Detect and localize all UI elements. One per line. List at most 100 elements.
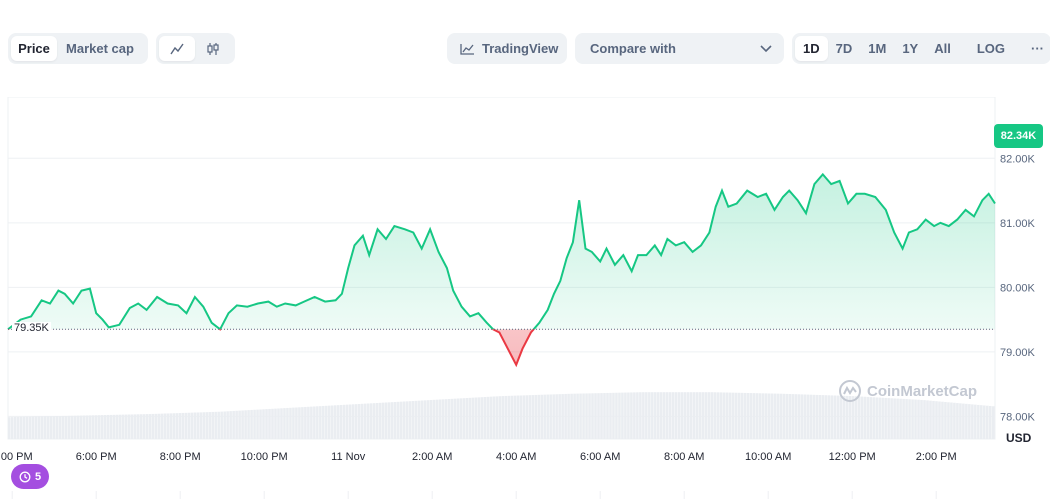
compare-with-dropdown[interactable]: Compare with — [575, 33, 784, 64]
volume-bar — [238, 410, 241, 439]
volume-bar — [812, 394, 816, 439]
volume-bar — [866, 396, 869, 439]
y-tick-label: 80.00K — [1000, 282, 1036, 294]
range-1m[interactable]: 1M — [868, 41, 887, 56]
volume-bar — [163, 413, 167, 439]
volume-bar — [268, 408, 271, 439]
volume-bar — [408, 401, 412, 439]
volume-bar — [722, 392, 726, 439]
tradingview-button[interactable]: TradingView — [447, 33, 567, 64]
volume-bar — [908, 399, 911, 439]
open-price-label: 79.35K — [12, 322, 51, 335]
volume-bar — [375, 402, 379, 439]
volume-bar — [295, 407, 298, 439]
volume-bar — [55, 416, 59, 439]
volume-bar — [124, 414, 128, 439]
volume-bar — [372, 403, 376, 439]
volume-bar — [337, 405, 340, 439]
range-1d[interactable]: 1D — [795, 36, 828, 61]
volume-bar — [396, 401, 400, 439]
volume-bar — [758, 393, 762, 439]
volume-bar — [668, 392, 672, 439]
volume-bar — [674, 392, 678, 439]
volume-bar — [543, 394, 546, 439]
volume-bar — [205, 412, 208, 439]
volume-bar — [986, 405, 989, 439]
compare-with-label: Compare with — [590, 41, 676, 56]
volume-bar — [277, 408, 280, 439]
volume-bar — [384, 402, 388, 439]
volume-bar — [91, 415, 95, 439]
candlestick-button[interactable] — [195, 36, 231, 61]
volume-bar — [609, 392, 612, 439]
volume-bar — [22, 416, 26, 439]
x-tick-label: 10:00 AM — [745, 451, 791, 463]
volume-bar — [872, 397, 875, 439]
range-all[interactable]: All — [934, 41, 951, 56]
volume-bar — [875, 397, 878, 439]
volume-bar — [420, 400, 424, 439]
volume-bar — [842, 395, 846, 439]
volume-bar — [301, 407, 304, 439]
volume-bar — [142, 414, 146, 439]
volume-bar — [552, 394, 555, 439]
volume-bar — [289, 407, 292, 439]
volume-bar — [426, 400, 430, 439]
volume-bar — [363, 403, 367, 439]
volume-bar — [833, 395, 837, 439]
volume-bar — [884, 397, 887, 439]
volume-bar — [600, 393, 603, 439]
volume-bar — [791, 394, 795, 439]
volume-bar — [935, 401, 938, 439]
volume-bar — [468, 397, 472, 439]
volume-bar — [863, 396, 866, 439]
line-chart-button[interactable] — [159, 36, 195, 61]
volume-bars — [8, 392, 995, 439]
volume-bar — [130, 414, 134, 439]
more-options-button[interactable]: ··· — [1031, 41, 1045, 56]
volume-bar — [313, 406, 316, 439]
volume-bar — [369, 403, 373, 439]
volume-bar — [453, 398, 457, 439]
volume-bar — [657, 392, 660, 439]
range-7d[interactable]: 7D — [835, 41, 853, 56]
range-1y[interactable]: 1Y — [902, 41, 919, 56]
volume-bar — [782, 393, 786, 439]
volume-bar — [145, 414, 149, 439]
volume-bar — [725, 392, 729, 439]
volume-bar — [274, 408, 277, 439]
volume-bar — [710, 392, 714, 439]
y-tick-label: 78.00K — [1000, 411, 1036, 423]
volume-bar — [235, 410, 238, 439]
volume-bar — [953, 402, 956, 439]
volume-bar — [477, 397, 481, 439]
volume-bar — [283, 408, 286, 439]
volume-bar — [423, 400, 427, 439]
price-chart-svg[interactable]: 78.00K 79.00K 80.00K 81.00K 82.00K 4:00 PM 6:0… — [0, 96, 1050, 499]
volume-bar — [537, 394, 540, 439]
volume-bar — [411, 400, 415, 439]
history-badge[interactable]: 5 — [11, 464, 49, 489]
volume-bar — [663, 392, 666, 439]
tab-price[interactable]: Price — [11, 36, 57, 61]
volume-bar — [938, 401, 941, 439]
volume-bar — [112, 414, 116, 439]
log-scale-button[interactable]: LOG — [976, 41, 1006, 56]
volume-bar — [310, 406, 313, 439]
volume-bar — [794, 394, 798, 439]
price-line-up — [7, 172, 996, 330]
volume-bar — [97, 415, 101, 439]
volume-bar — [630, 392, 633, 439]
volume-bar — [52, 416, 56, 439]
tab-market-cap[interactable]: Market cap — [66, 41, 134, 56]
volume-bar — [214, 411, 217, 439]
volume-bar — [16, 416, 20, 439]
volume-bar — [357, 403, 361, 439]
volume-bar — [654, 392, 657, 439]
volume-bar — [456, 398, 460, 439]
volume-bar — [692, 392, 696, 439]
volume-bar — [549, 394, 552, 439]
volume-bar — [570, 393, 573, 439]
price-chart[interactable]: 78.00K 79.00K 80.00K 81.00K 82.00K 4:00 PM 6:0… — [0, 96, 1050, 499]
volume-bar — [558, 394, 561, 439]
